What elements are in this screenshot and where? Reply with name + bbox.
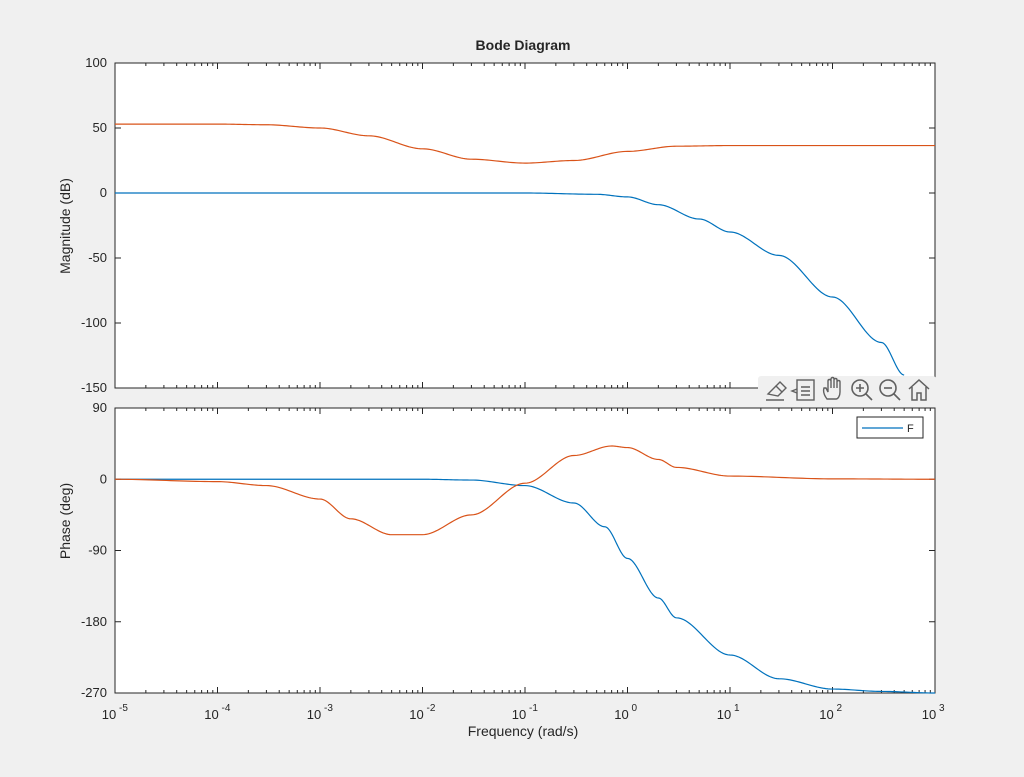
x-tick-label: 10: [614, 707, 628, 722]
x-tick-exponent: 2: [837, 703, 843, 714]
magnitude-y-tick-label: -100: [81, 315, 107, 330]
phase-y-tick-label: -90: [88, 543, 107, 558]
phase-y-tick-label: -180: [81, 614, 107, 629]
phase-series-1-line: [114, 445, 935, 536]
x-tick-exponent: 3: [939, 703, 945, 714]
frequency-x-label: Frequency (rad/s): [468, 723, 578, 739]
magnitude-y-tick-label: 0: [100, 185, 107, 200]
phase-y-label: Phase (deg): [57, 483, 73, 559]
phase-series-0-line: [115, 478, 936, 694]
x-tick-label: 10: [204, 707, 218, 722]
x-tick-exponent: -4: [222, 703, 231, 714]
x-tick-exponent: 1: [734, 703, 740, 714]
pan-icon[interactable]: [822, 376, 841, 400]
phase-y-tick-label: -270: [81, 685, 107, 700]
x-tick-label: 10: [102, 707, 116, 722]
chart-title: Bode Diagram: [476, 37, 571, 53]
home-icon[interactable]: [908, 378, 930, 401]
x-tick-label: 10: [307, 707, 321, 722]
magnitude-y-label: Magnitude (dB): [57, 178, 73, 274]
magnitude-y-tick-label: -50: [88, 250, 107, 265]
x-tick-label: 10: [819, 707, 833, 722]
x-tick-label: 10: [409, 707, 423, 722]
x-tick-exponent: 0: [632, 703, 638, 714]
x-tick-exponent: -3: [324, 703, 333, 714]
x-tick-exponent: -2: [427, 703, 436, 714]
x-tick-label: 10: [512, 707, 526, 722]
magnitude-series-0-line: [115, 192, 905, 376]
magnitude-axes[interactable]: 100 50 0 -50 -100 -150: [81, 55, 936, 395]
legend[interactable]: F: [856, 416, 924, 439]
axes-toolbar: [758, 376, 936, 406]
magnitude-y-tick-label: 100: [85, 55, 107, 70]
zoom-out-icon[interactable]: [879, 379, 901, 401]
magnitude-y-tick-label: 50: [93, 120, 107, 135]
phase-axes[interactable]: 90 0 -90 -180 -270: [81, 400, 936, 700]
magnitude-y-tick-label: -150: [81, 380, 107, 395]
brush-export-icon[interactable]: [766, 381, 787, 401]
x-tick-label: 10: [922, 707, 936, 722]
x-tick-exponent: -5: [119, 703, 128, 714]
legend-entry-f: F: [907, 423, 914, 435]
x-tick-label: 10: [717, 707, 731, 722]
data-tip-icon[interactable]: [790, 379, 815, 401]
phase-y-tick-label: 90: [93, 400, 107, 415]
zoom-in-icon[interactable]: [851, 379, 873, 401]
magnitude-series-1-line: [115, 123, 935, 164]
x-tick-exponent: -1: [529, 703, 538, 714]
phase-y-tick-label: 0: [100, 471, 107, 486]
